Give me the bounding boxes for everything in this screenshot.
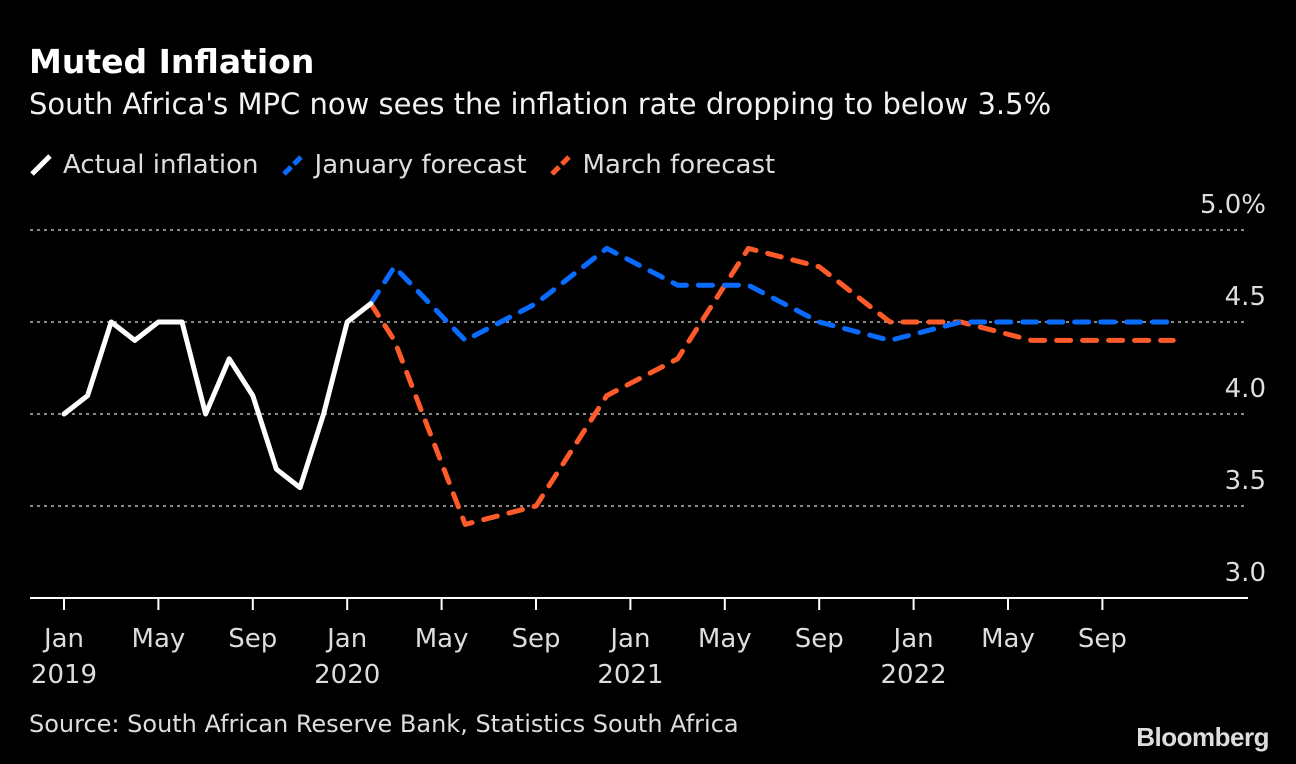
x-tick-label: May xyxy=(415,624,469,654)
x-tick-year: 2020 xyxy=(314,660,380,690)
series-line-january-forecast xyxy=(368,245,1176,343)
x-tick-label: Jan xyxy=(325,624,367,654)
x-tick-label: Jan xyxy=(42,624,84,654)
legend: Actual inflation January forecast March … xyxy=(29,150,775,180)
y-tick-label: 4.5 xyxy=(1225,282,1266,312)
series-line-march-forecast xyxy=(368,245,1176,527)
legend-item-actual: Actual inflation xyxy=(29,150,259,180)
legend-label: January forecast xyxy=(314,150,527,180)
source-note: Source: South African Reserve Bank, Stat… xyxy=(29,710,739,738)
y-tick-label: 3.0 xyxy=(1225,558,1266,588)
x-tick-label: Jan xyxy=(608,624,650,654)
legend-label: March forecast xyxy=(582,150,776,180)
x-tick-label: Sep xyxy=(795,624,844,654)
x-tick-label: Sep xyxy=(511,624,560,654)
bloomberg-logo: Bloomberg xyxy=(1136,722,1269,752)
x-tick-label: Sep xyxy=(228,624,277,654)
x-tick-year: 2022 xyxy=(881,660,947,690)
legend-swatch-march xyxy=(549,154,572,176)
chart-title: Muted Inflation xyxy=(29,42,315,81)
legend-item-march: March forecast xyxy=(549,150,776,180)
x-tick-label: May xyxy=(132,624,186,654)
series-line-actual-inflation xyxy=(61,301,374,491)
x-tick-label: May xyxy=(981,624,1035,654)
y-tick-label: 4.0 xyxy=(1225,374,1266,404)
legend-swatch-january xyxy=(281,154,304,176)
x-tick-year: 2019 xyxy=(31,660,97,690)
legend-item-january: January forecast xyxy=(281,150,527,180)
x-tick-label: Sep xyxy=(1078,624,1127,654)
legend-label: Actual inflation xyxy=(63,150,259,180)
y-tick-label: 5.0% xyxy=(1200,190,1266,220)
chart-subtitle: South Africa's MPC now sees the inflatio… xyxy=(29,87,1052,121)
x-tick-year: 2021 xyxy=(597,660,663,690)
y-tick-label: 3.5 xyxy=(1225,466,1266,496)
x-tick-label: Jan xyxy=(892,624,934,654)
legend-swatch-actual xyxy=(30,154,52,176)
x-tick-label: May xyxy=(698,624,752,654)
